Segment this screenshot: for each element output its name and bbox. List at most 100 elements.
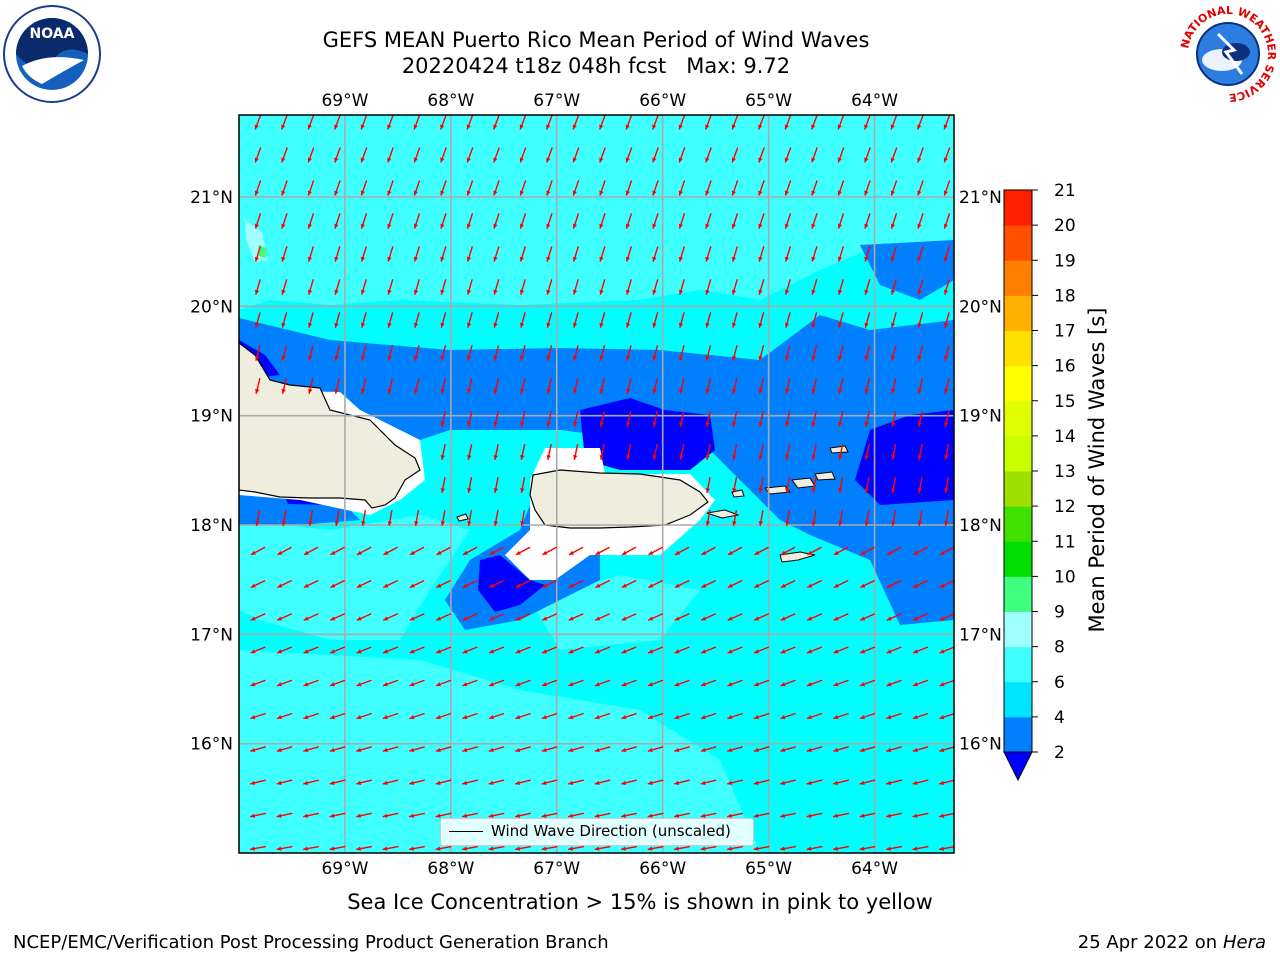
wave-direction-arrow bbox=[255, 378, 261, 394]
wave-direction-arrow bbox=[382, 712, 399, 720]
wave-direction-arrow bbox=[546, 279, 553, 295]
wave-direction-arrow bbox=[409, 646, 425, 654]
wave-direction-arrow bbox=[731, 279, 738, 295]
wave-direction-arrow bbox=[414, 378, 420, 394]
wave-direction-arrow bbox=[250, 779, 266, 785]
colorbar-swatch bbox=[1004, 611, 1032, 648]
wave-direction-arrow bbox=[440, 213, 447, 229]
wave-direction-arrow bbox=[334, 312, 341, 328]
period-band-6-8-south bbox=[239, 650, 760, 853]
wave-direction-arrow bbox=[568, 712, 584, 720]
wave-direction-arrow bbox=[382, 679, 399, 687]
wave-direction-arrow bbox=[859, 746, 876, 753]
wave-direction-arrow bbox=[674, 546, 690, 556]
wave-direction-arrow bbox=[780, 746, 796, 753]
wave-direction-arrow bbox=[939, 613, 954, 621]
wave-direction-arrow bbox=[382, 779, 399, 785]
wave-direction-arrow bbox=[833, 679, 849, 687]
wave-direction-arrow bbox=[811, 147, 818, 163]
wave-direction-arrow bbox=[303, 679, 319, 687]
wave-direction-arrow bbox=[944, 378, 950, 394]
wave-direction-arrow bbox=[758, 147, 765, 163]
wave-direction-arrow bbox=[254, 180, 262, 196]
wave-direction-arrow bbox=[806, 779, 823, 785]
wave-direction-arrow bbox=[917, 213, 924, 229]
colorbar-swatch bbox=[1004, 646, 1032, 683]
wave-direction-arrow bbox=[409, 779, 425, 785]
wave-direction-arrow bbox=[864, 213, 871, 229]
wave-direction-arrow bbox=[276, 712, 293, 720]
wave-direction-arrow bbox=[626, 378, 632, 394]
wave-direction-arrow bbox=[303, 746, 319, 753]
wave-direction-arrow bbox=[864, 378, 871, 394]
lat-tick-label: 21°N bbox=[190, 188, 233, 208]
wave-direction-arrow bbox=[303, 779, 319, 785]
wave-direction-arrow bbox=[281, 180, 288, 196]
wave-direction-arrow bbox=[599, 115, 606, 130]
wave-direction-arrow bbox=[462, 746, 478, 753]
wave-direction-arrow bbox=[859, 779, 876, 785]
wave-direction-arrow bbox=[785, 345, 791, 361]
wave-direction-arrow bbox=[572, 147, 580, 163]
wave-direction-arrow bbox=[700, 812, 717, 818]
wave-direction-arrow bbox=[621, 613, 637, 621]
wave-direction-arrow bbox=[541, 779, 558, 785]
wave-direction-arrow bbox=[811, 477, 817, 493]
wave-direction-arrow bbox=[731, 213, 739, 229]
wave-direction-arrow bbox=[705, 477, 711, 493]
wave-direction-arrow bbox=[890, 180, 898, 196]
wave-direction-arrow bbox=[462, 646, 478, 654]
wave-direction-arrow bbox=[387, 115, 394, 130]
wave-direction-arrow bbox=[727, 679, 743, 687]
wave-direction-arrow bbox=[254, 279, 261, 295]
wave-direction-arrow bbox=[573, 345, 579, 361]
wave-direction-arrow bbox=[361, 345, 367, 361]
wave-direction-arrow bbox=[466, 246, 474, 262]
wave-direction-arrow bbox=[758, 510, 764, 526]
wave-direction-arrow bbox=[409, 613, 425, 621]
wave-direction-arrow bbox=[859, 812, 876, 818]
wave-direction-arrow bbox=[594, 812, 611, 818]
vieques-island bbox=[706, 509, 740, 519]
wave-direction-arrow bbox=[705, 411, 711, 427]
lon-tick-label: 66°W bbox=[639, 91, 686, 111]
wave-direction-arrow bbox=[488, 779, 505, 785]
wave-direction-arrow bbox=[678, 213, 686, 229]
wave-direction-arrow bbox=[414, 510, 420, 526]
wave-direction-arrow bbox=[780, 546, 796, 556]
wave-direction-arrow bbox=[833, 812, 849, 818]
wave-direction-arrow bbox=[488, 746, 505, 753]
wave-direction-arrow bbox=[864, 345, 871, 361]
lat-tick-label: 17°N bbox=[190, 625, 233, 645]
chart-subtitle: 20220424 t18z 048h fcst Max: 9.72 bbox=[401, 54, 791, 78]
wave-direction-arrow bbox=[546, 444, 552, 460]
wave-direction-arrow bbox=[488, 812, 505, 818]
colorbar-swatch bbox=[1004, 190, 1032, 226]
wave-direction-arrow bbox=[488, 646, 505, 654]
wave-direction-arrow bbox=[864, 279, 871, 295]
colorbar-tick-label: 10 bbox=[1054, 567, 1076, 587]
lon-tick-label: 69°W bbox=[321, 91, 368, 111]
footer-date: 25 Apr 2022 on Hera bbox=[1078, 932, 1266, 953]
wave-direction-arrow bbox=[807, 546, 822, 556]
wave-direction-arrow bbox=[387, 345, 394, 361]
wave-direction-arrow bbox=[913, 579, 928, 589]
wave-direction-arrow bbox=[833, 712, 849, 720]
wave-direction-arrow bbox=[387, 279, 394, 295]
wave-direction-arrow bbox=[621, 679, 637, 687]
wave-direction-arrow bbox=[727, 613, 743, 621]
colorbar-swatch bbox=[1004, 506, 1032, 542]
wave-direction-arrow bbox=[806, 845, 823, 851]
wave-direction-arrow bbox=[413, 312, 420, 328]
wave-direction-arrow bbox=[493, 510, 499, 526]
wave-direction-arrow bbox=[568, 746, 584, 753]
wave-direction-arrow bbox=[493, 312, 500, 328]
wave-direction-arrow bbox=[753, 646, 770, 654]
wave-direction-arrow bbox=[626, 345, 632, 361]
wave-direction-arrow bbox=[732, 345, 738, 361]
wave-direction-arrow bbox=[466, 213, 474, 229]
wave-direction-arrow bbox=[731, 246, 739, 262]
wave-direction-arrow bbox=[519, 115, 527, 130]
colorbar-swatch bbox=[1004, 365, 1032, 402]
wave-direction-arrow bbox=[784, 246, 792, 262]
